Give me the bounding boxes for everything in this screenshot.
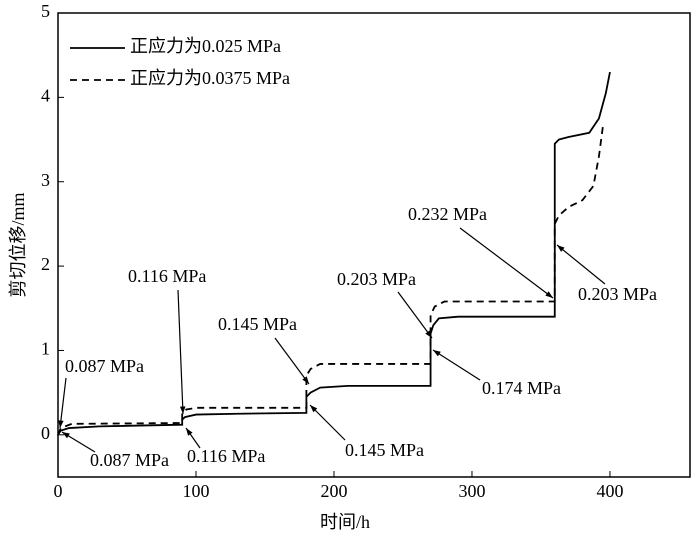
arrow-head (302, 376, 309, 384)
y-tick-label: 5 (41, 1, 50, 21)
annotation-arrow (397, 291, 433, 339)
y-tick-label: 1 (41, 339, 50, 359)
x-tick-label: 400 (596, 481, 623, 501)
y-axis-label: 剪切位移/mm (8, 192, 28, 297)
x-axis-label: 时间/h (320, 512, 370, 532)
y-tick-label: 2 (41, 254, 50, 274)
annotation-arrow (556, 244, 606, 285)
legend-label: 正应力为0.0375 MPa (130, 68, 290, 88)
y-tick-label: 0 (41, 423, 50, 443)
annotation: 0.116 MPa (128, 266, 206, 286)
annotation-arrow (274, 337, 310, 385)
arrow-head (310, 405, 318, 413)
annotation-arrow (59, 377, 67, 429)
arrow-head (425, 330, 432, 338)
series-line (57, 125, 604, 436)
x-tick-label: 0 (54, 481, 63, 501)
arrow-head (62, 432, 70, 439)
legend-label: 正应力为0.025 MPa (130, 36, 281, 56)
annotation: 0.116 MPa (187, 446, 265, 466)
annotation: 0.203 MPa (578, 284, 657, 304)
y-tick-label: 3 (41, 170, 50, 190)
arrow-head (557, 245, 565, 252)
annotation: 0.145 MPa (345, 440, 424, 460)
arrow-head (186, 428, 193, 436)
y-tick-label: 4 (41, 85, 50, 105)
arrow-head (545, 291, 553, 298)
annotation-arrow (309, 404, 346, 441)
annotation-arrow (432, 349, 481, 381)
plot-frame (57, 12, 691, 478)
series-line (57, 71, 611, 436)
annotation: 0.087 MPa (90, 450, 169, 470)
x-tick-label: 300 (458, 481, 485, 501)
annotation: 0.145 MPa (218, 314, 297, 334)
annotation: 0.087 MPa (65, 356, 144, 376)
annotation: 0.232 MPa (408, 204, 487, 224)
x-tick-label: 200 (320, 481, 347, 501)
arrow-head (58, 420, 64, 428)
annotation: 0.203 MPa (337, 269, 416, 289)
annotation-arrow (459, 227, 554, 299)
arrow-head (433, 350, 441, 357)
annotation-arrow (177, 289, 184, 415)
arrow-head (179, 406, 186, 414)
annotation: 0.174 MPa (482, 378, 561, 398)
x-tick-label: 100 (182, 481, 209, 501)
